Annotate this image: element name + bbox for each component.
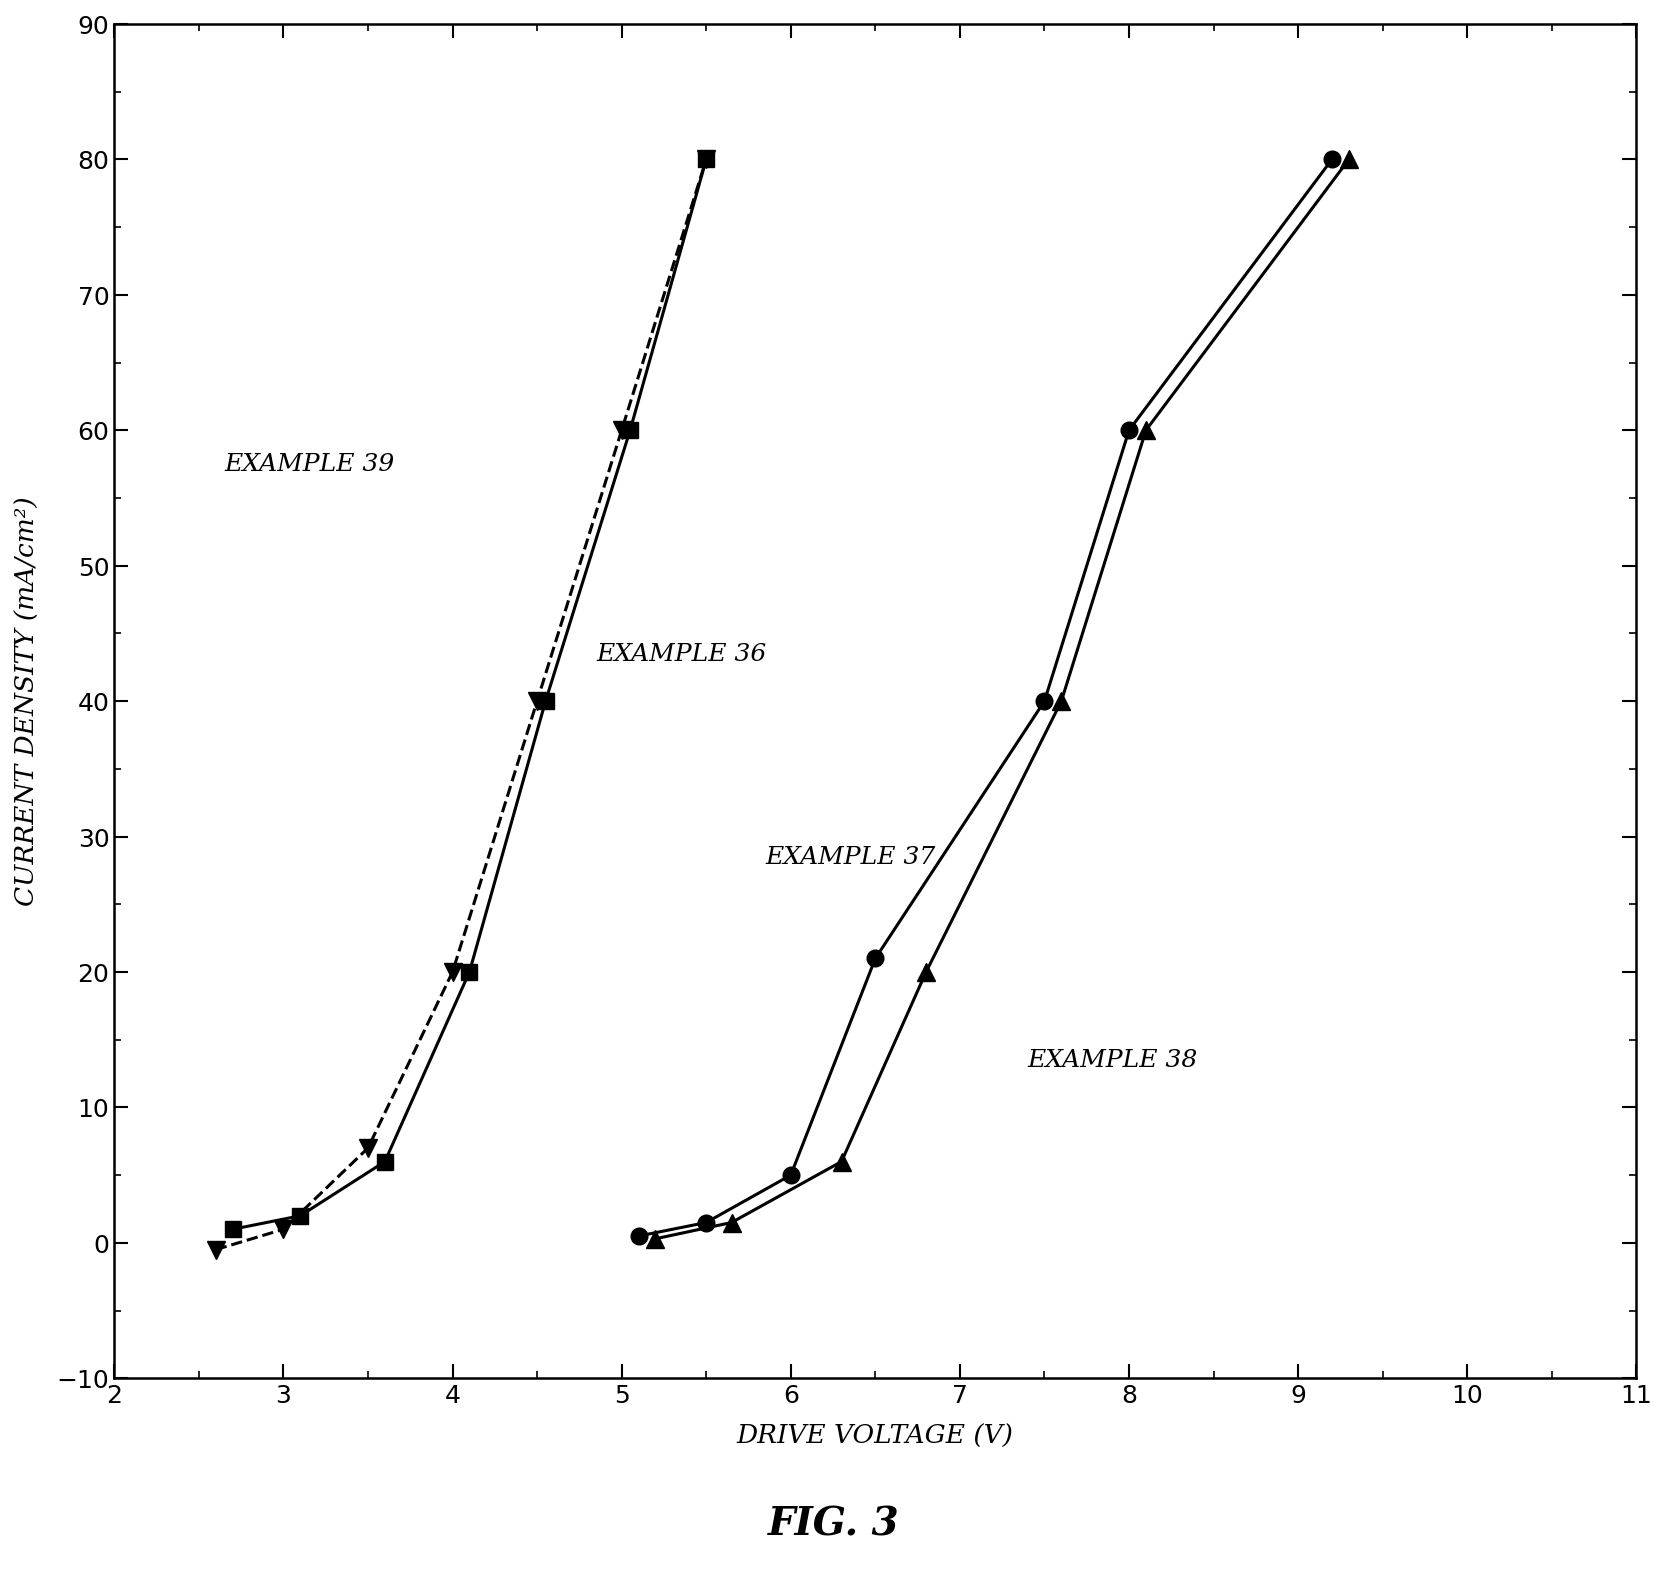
Text: EXAMPLE 36: EXAMPLE 36 [597,642,767,666]
Text: EXAMPLE 38: EXAMPLE 38 [1027,1048,1197,1072]
Y-axis label: CURRENT DENSITY (mA/cm²): CURRENT DENSITY (mA/cm²) [15,497,40,907]
Text: FIG. 3: FIG. 3 [768,1505,899,1543]
Text: EXAMPLE 39: EXAMPLE 39 [223,453,395,477]
Text: EXAMPLE 37: EXAMPLE 37 [765,845,935,869]
X-axis label: DRIVE VOLTAGE (V): DRIVE VOLTAGE (V) [737,1424,1014,1448]
